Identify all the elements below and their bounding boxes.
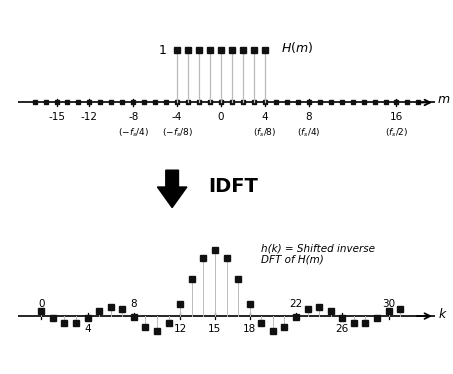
- Text: -15: -15: [48, 112, 65, 122]
- Text: k: k: [439, 308, 446, 321]
- Text: 4: 4: [84, 324, 91, 334]
- Text: 0: 0: [38, 300, 44, 309]
- Text: IDFT: IDFT: [208, 178, 258, 196]
- Text: $(-f_s/4)$: $(-f_s/4)$: [118, 126, 149, 138]
- Text: h(k) = Shifted inverse
DFT of H(m): h(k) = Shifted inverse DFT of H(m): [261, 243, 375, 265]
- Text: $(f_s/8)$: $(f_s/8)$: [253, 126, 276, 138]
- Text: 4: 4: [261, 112, 268, 122]
- Text: m: m: [437, 94, 449, 106]
- Text: $(f_s/4)$: $(f_s/4)$: [297, 126, 321, 138]
- Text: 30: 30: [382, 300, 395, 309]
- Text: 1: 1: [158, 44, 166, 56]
- Text: -8: -8: [128, 112, 139, 122]
- Text: $H(m)$: $H(m)$: [281, 40, 313, 55]
- Text: $(-f_s/8)$: $(-f_s/8)$: [162, 126, 193, 138]
- Text: 15: 15: [208, 324, 222, 334]
- Text: -12: -12: [81, 112, 98, 122]
- Text: 26: 26: [336, 324, 349, 334]
- Text: 8: 8: [305, 112, 312, 122]
- Text: $(f_s/2)$: $(f_s/2)$: [385, 126, 408, 138]
- FancyArrow shape: [158, 170, 187, 208]
- Text: 12: 12: [173, 324, 187, 334]
- Text: -4: -4: [172, 112, 183, 122]
- Text: 8: 8: [130, 300, 137, 309]
- Text: 18: 18: [243, 324, 256, 334]
- Text: 22: 22: [289, 300, 303, 309]
- Text: 16: 16: [390, 112, 403, 122]
- Text: 0: 0: [218, 112, 224, 122]
